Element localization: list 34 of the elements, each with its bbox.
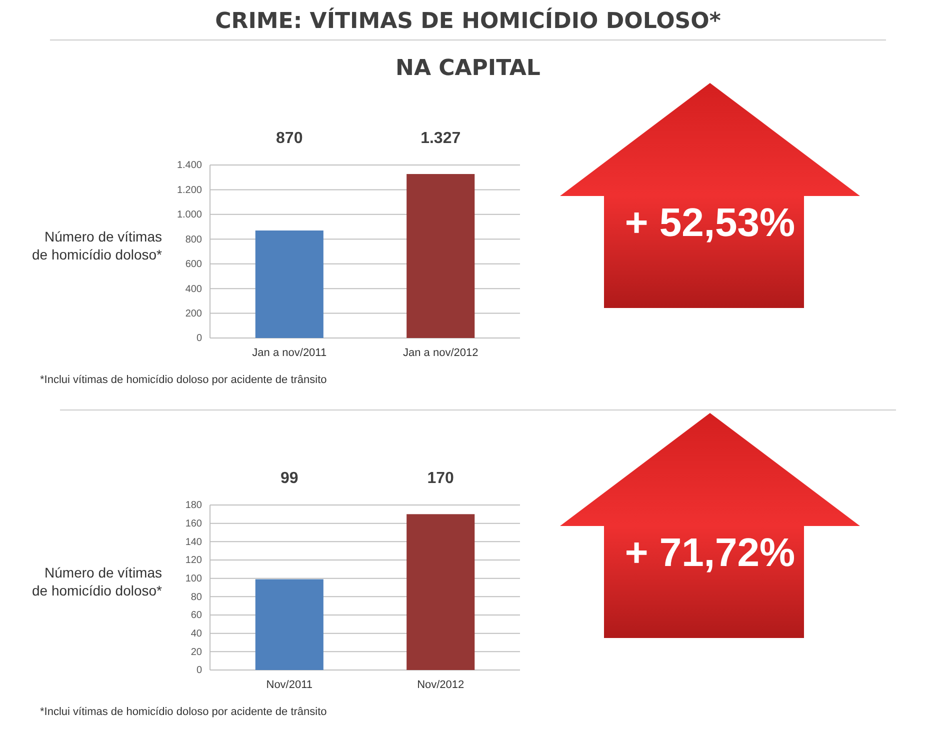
text: + 52,53% xyxy=(624,201,796,245)
data-label: 870 xyxy=(276,130,303,147)
text: *Inclui vítimas de homicídio doloso por acidente de trânsito xyxy=(40,374,327,386)
x-tick-label: Jan a nov/2012 xyxy=(402,346,478,359)
text: *Inclui vítimas de homicídio doloso por acidente de trânsito xyxy=(40,706,327,718)
y-tick-label: 120 xyxy=(185,555,202,566)
y-tick-label: 400 xyxy=(185,284,202,295)
y-tick-label: 80 xyxy=(190,592,202,603)
y-axis-title: Número de vítimas de homicídio doloso* xyxy=(32,564,163,598)
y-tick-label: 200 xyxy=(185,308,202,320)
data-label: 99 xyxy=(280,470,298,487)
x-tick-label: Nov/2011 xyxy=(266,678,313,691)
y-tick-label: 800 xyxy=(185,234,202,246)
y-tick-label: 1.400 xyxy=(176,160,202,172)
y-tick-label: 40 xyxy=(190,628,202,640)
y-axis-title: Número de vítimas de homicídio doloso* xyxy=(32,228,163,262)
y-tick-label: 60 xyxy=(190,610,202,622)
y-tick-label: 1.000 xyxy=(176,210,202,221)
y-tick-label: 1.200 xyxy=(176,184,202,196)
data-label: 170 xyxy=(427,470,454,487)
data-label: 1.327 xyxy=(420,130,461,147)
y-tick-label: 160 xyxy=(185,518,202,530)
text: + 71,72% xyxy=(624,531,796,575)
x-tick-label: Jan a nov/2011 xyxy=(252,346,327,359)
y-tick-label: 100 xyxy=(185,574,202,585)
y-tick-label: 0 xyxy=(196,333,202,344)
chart-title: CRIME: VÍTIMAS DE HOMICÍDIO DOLOSO* xyxy=(215,7,722,34)
y-tick-label: 180 xyxy=(185,500,202,512)
y-tick-label: 20 xyxy=(190,646,202,658)
y-tick-label: 0 xyxy=(196,665,202,676)
y-tick-label: 600 xyxy=(185,259,202,270)
x-tick-label: Nov/2012 xyxy=(417,678,464,691)
y-tick-label: 140 xyxy=(185,536,202,548)
chart-subtitle: NA CAPITAL xyxy=(396,56,540,81)
